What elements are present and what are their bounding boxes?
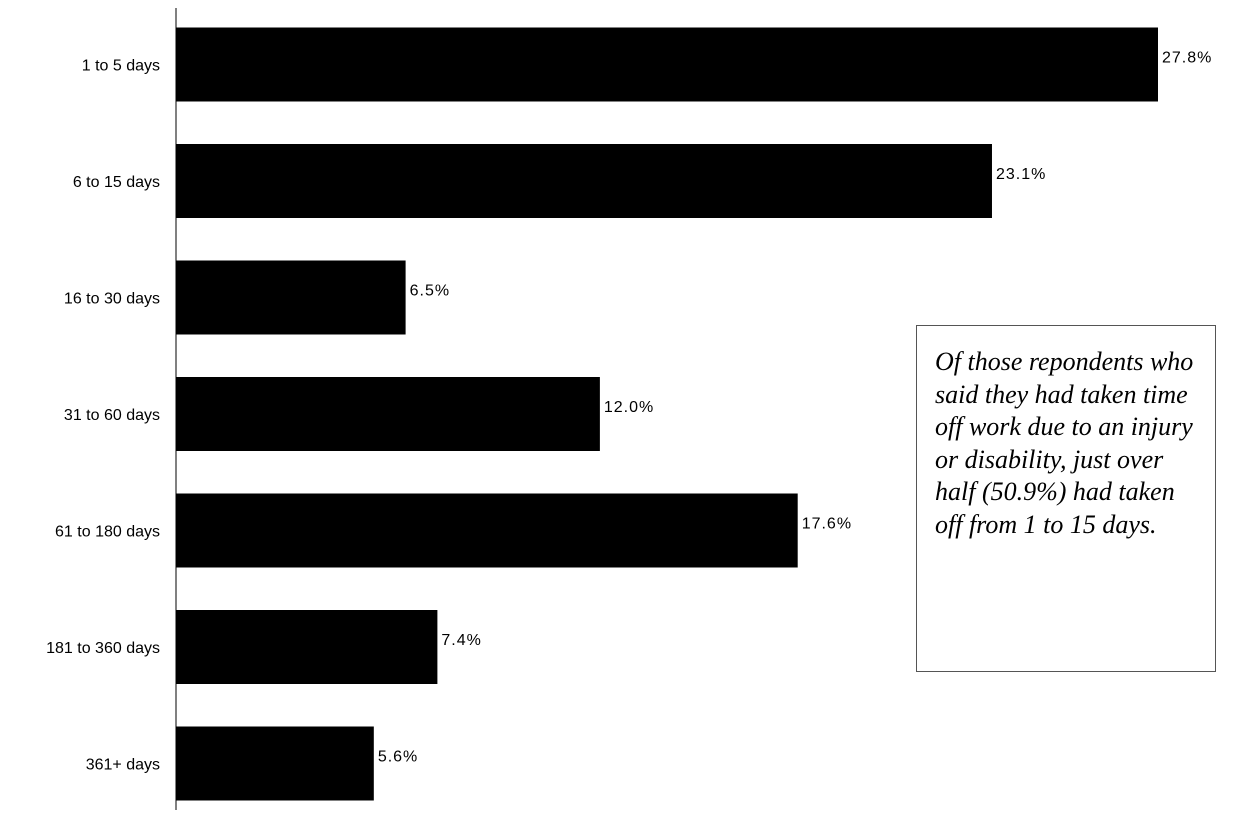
value-label: 7.4% [441,632,481,649]
bar [176,260,406,335]
value-label: 27.8% [1162,50,1212,67]
category-label: 61 to 180 days [55,524,160,541]
category-label: 181 to 360 days [46,640,160,657]
bar [176,27,1158,102]
category-label: 31 to 60 days [64,407,160,424]
category-label: 16 to 30 days [64,291,160,308]
annotation-text: Of those repondents who said they had ta… [935,347,1194,539]
bar [176,726,374,801]
bar [176,144,992,218]
value-label: 12.0% [604,399,654,416]
category-label: 6 to 15 days [73,174,160,191]
bar [176,610,438,684]
bars-group: 1 to 5 days 27.8% 6 to 15 days 23.1% 16 to 3… [46,27,1212,801]
category-label: 361+ days [86,757,160,774]
bar [176,493,798,568]
annotation-box: Of those repondents who said they had ta… [916,325,1216,672]
value-label: 23.1% [996,166,1046,183]
category-label: 1 to 5 days [82,58,160,75]
value-label: 5.6% [378,749,418,766]
value-label: 17.6% [802,516,852,533]
bar [176,377,600,451]
value-label: 6.5% [410,283,450,300]
